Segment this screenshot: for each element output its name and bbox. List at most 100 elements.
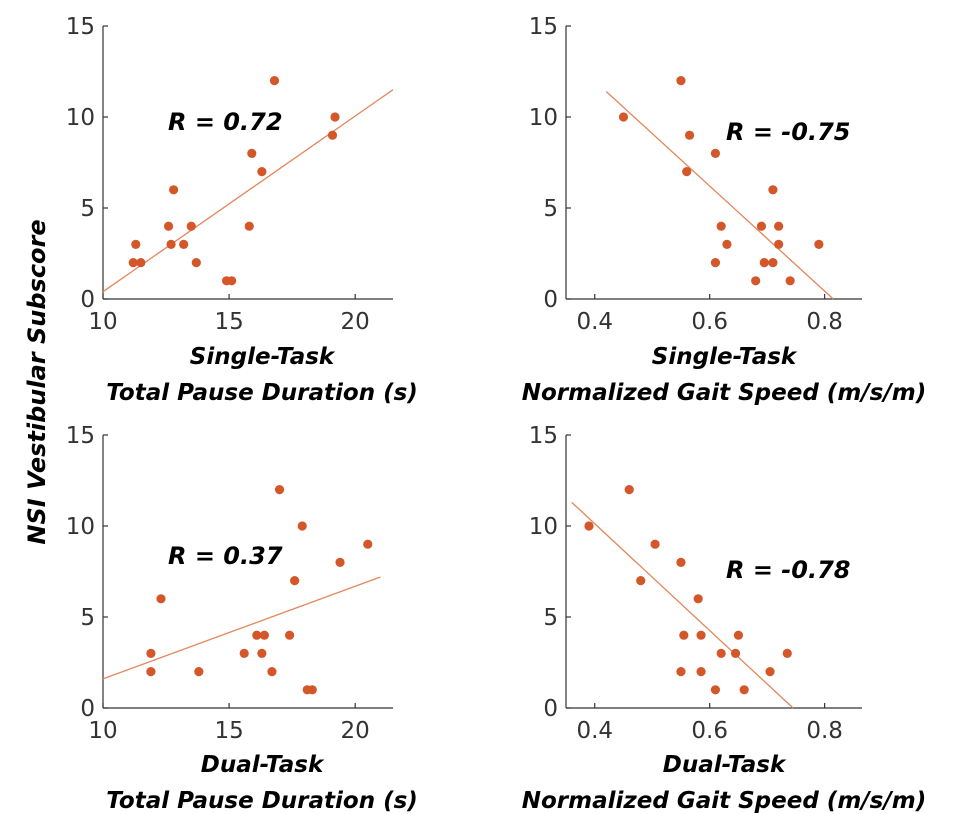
y-tick-label: 5 [543, 196, 558, 222]
data-point [244, 221, 254, 231]
data-point [624, 485, 634, 495]
data-point [146, 667, 156, 677]
correlation-label: R = -0.75 [726, 118, 850, 146]
data-point [722, 239, 732, 249]
x-axis-label-measure: Normalized Gait Speed (m/s/m) [522, 380, 927, 406]
x-tick-label: 10 [88, 718, 117, 744]
y-tick-label: 5 [543, 605, 558, 631]
data-point [676, 76, 686, 86]
data-point [774, 221, 784, 231]
data-point [759, 258, 769, 268]
data-point [768, 258, 778, 268]
x-tick-label: 0.8 [806, 309, 843, 335]
data-point [179, 239, 189, 249]
x-axis-label-condition: Single-Task [190, 344, 336, 370]
data-point [782, 648, 792, 659]
x-tick-label: 20 [341, 718, 370, 744]
data-point [733, 630, 744, 640]
data-point [682, 167, 692, 177]
fit-line [102, 89, 394, 293]
data-point [247, 148, 257, 158]
x-tick-label: 0.6 [691, 309, 728, 335]
data-point [136, 258, 146, 268]
data-point [756, 221, 767, 231]
data-point [285, 630, 295, 640]
x-tick-label: 20 [341, 309, 370, 335]
y-tick-label: 15 [529, 423, 558, 449]
data-point [676, 557, 686, 568]
data-point [194, 667, 204, 677]
x-axis-label-condition: Dual-Task [201, 752, 325, 778]
data-point [710, 685, 721, 695]
regression-line [605, 91, 834, 300]
data-point [297, 521, 307, 531]
data-point [618, 112, 629, 122]
scatter-points [128, 76, 340, 286]
data-point [186, 221, 196, 231]
data-point [584, 521, 594, 531]
data-point [191, 258, 201, 268]
y-tick-label: 0 [543, 696, 558, 722]
data-point [166, 239, 176, 249]
x-tick-label: 15 [214, 309, 243, 335]
panel-dual-task-speed: 0 5 10 15 0.4 0.6 0.8 R = -0.78 Dual-Task Norm… [522, 423, 927, 814]
data-point [739, 685, 749, 695]
scatter-points [584, 485, 792, 695]
data-point [239, 648, 249, 659]
data-point [227, 276, 237, 286]
y-tick-label: 10 [66, 514, 95, 540]
y-axis-label: NSI Vestibular Subscore [23, 219, 51, 544]
x-axis-label-condition: Single-Task [652, 344, 798, 370]
data-point [131, 239, 141, 249]
correlation-label: R = 0.37 [168, 542, 283, 570]
y-tick-label: 10 [66, 105, 95, 131]
fit-line [571, 501, 794, 709]
data-point [259, 630, 269, 640]
panel-single-task-pause: 0 5 10 15 10 15 20 R = 0.72 Single-Task Total … [66, 14, 418, 406]
fit-line [102, 576, 381, 680]
y-tick-label: 15 [66, 423, 95, 449]
x-tick-label: 10 [88, 309, 117, 335]
y-tick-label: 10 [529, 514, 558, 540]
data-point [684, 130, 695, 140]
x-tick-label: 0.6 [691, 718, 728, 744]
data-point [676, 667, 686, 677]
data-point [252, 630, 262, 640]
data-point [774, 239, 784, 249]
data-point [257, 648, 267, 659]
correlation-label: R = 0.72 [168, 108, 283, 136]
axes: 0 5 10 15 0.4 0.6 0.8 [529, 14, 862, 335]
data-point [765, 667, 775, 677]
x-tick-label: 0.8 [806, 718, 843, 744]
x-axis-label-measure: Total Pause Duration (s) [106, 788, 418, 814]
data-point [307, 685, 317, 695]
data-point [163, 221, 174, 231]
axes: 0 5 10 15 10 15 20 [66, 14, 393, 335]
data-point [257, 167, 267, 177]
correlation-label: R = -0.78 [726, 556, 850, 584]
data-point [785, 276, 795, 286]
data-point [146, 648, 156, 659]
panel-single-task-speed: 0 5 10 15 0.4 0.6 0.8 R = -0.75 Single-Task No… [522, 14, 927, 406]
data-point [710, 258, 721, 268]
data-point [267, 667, 277, 677]
data-point [650, 539, 660, 549]
y-tick-label: 0 [543, 287, 558, 313]
data-point [814, 239, 824, 249]
data-point [290, 576, 300, 586]
scatter-points [618, 76, 824, 286]
x-axis-label-condition: Dual-Task [663, 752, 787, 778]
y-tick-label: 5 [80, 196, 95, 222]
data-point [716, 221, 726, 231]
data-point [156, 594, 166, 604]
data-point [269, 76, 280, 86]
x-tick-label: 0.4 [576, 309, 613, 335]
regression-line [102, 89, 394, 293]
data-point [696, 630, 706, 640]
y-tick-label: 15 [529, 14, 558, 40]
x-axis-label-measure: Total Pause Duration (s) [106, 380, 418, 406]
data-point [169, 185, 179, 195]
fit-line [605, 91, 834, 300]
data-point [330, 112, 340, 122]
